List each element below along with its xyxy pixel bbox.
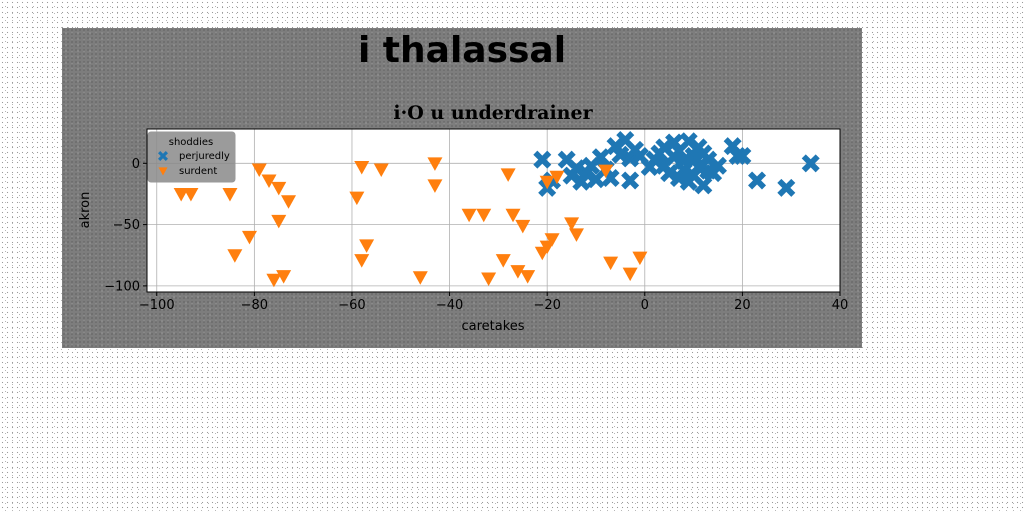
x-marker-point [621,171,640,190]
figure-panel: i thalassal −100 −80 −60 −40 −20 0 20 40 0 −50 −10… [62,28,862,348]
chart-title: i·O u underdrainer [393,102,593,124]
scatter-chart: −100 −80 −60 −40 −20 0 20 40 0 −50 −100 i·O u unde… [78,102,848,334]
x-tick-label: −60 [338,298,365,313]
triangle-marker-point [632,251,648,266]
y-axis-label: akron [78,192,93,229]
triangle-marker-point [354,254,370,268]
triangle-marker-point [359,239,375,253]
triangle-marker-point [505,208,521,223]
y-tick-label: −100 [104,279,140,294]
x-tick-label: −80 [241,298,268,313]
x-marker-point [567,159,586,178]
x-marker-point [591,148,610,167]
triangle-marker-point [622,267,638,282]
triangle-marker-point [510,265,526,279]
plot-area [147,129,840,292]
triangle-marker-point [222,187,238,202]
x-tick-label: 40 [832,298,849,313]
triangle-marker-point [227,249,243,263]
x-tick-label: −100 [139,298,175,313]
legend-label: perjuredly [179,151,230,162]
x-marker-point [660,164,679,183]
triangle-marker-point [427,157,443,171]
legend-entries: perjuredly surdent [158,151,230,177]
triangle-marker-point [564,217,580,231]
triangle-marker-point [183,187,199,202]
triangle-marker-point [266,273,282,288]
data-points [173,131,820,288]
y-tick-label: 0 [132,157,140,172]
legend-box [147,131,236,183]
x-marker-point [728,146,747,165]
x-tick-label: −40 [436,298,463,313]
y-tick-label: −50 [113,218,140,233]
triangle-marker-point [349,191,365,206]
triangle-marker-point [495,254,511,268]
legend-title: shoddies [169,137,214,148]
triangle-marker-point [568,228,584,242]
triangle-marker-point [354,160,370,175]
triangle-marker-point [481,272,497,287]
x-tick-label: 20 [734,298,751,313]
legend: shoddies perjuredly surdent [147,131,236,183]
x-marker-point [533,150,552,169]
legend-marker [158,151,168,161]
triangle-marker-point [271,181,287,196]
triangle-marker-point [603,256,619,271]
x-marker-point [708,156,727,175]
x-axis-label: caretakes [461,319,524,334]
triangle-marker-point [598,164,614,179]
plot-frame [146,128,841,293]
legend-label: surdent [179,166,217,177]
triangle-marker-point [544,233,560,247]
triangle-marker-point [515,219,531,234]
triangle-marker-point [276,270,292,284]
triangle-marker-point [412,271,428,285]
triangle-marker-point [476,208,492,223]
triangle-marker-point [427,179,443,193]
triangle-marker-point [173,187,189,202]
triangle-marker-point [549,170,565,185]
triangle-marker-point [539,175,555,190]
triangle-marker-point [461,208,477,223]
triangle-marker-point [241,230,257,245]
triangle-marker-point [373,163,389,177]
x-marker-point [733,146,752,165]
x-tick-label: 0 [641,298,649,313]
x-marker-point [801,154,820,173]
legend-marker [158,167,168,176]
x-marker-point [777,178,796,197]
triangle-marker-point [500,168,516,182]
triangle-marker-point [281,195,297,209]
triangle-marker-point [520,270,536,284]
triangle-marker-point [261,174,277,188]
triangle-marker-point [251,163,267,177]
x-marker-point [748,171,767,190]
triangle-marker-point [271,214,287,229]
axis-ticks: −100 −80 −60 −40 −20 0 20 40 0 −50 −100 [104,157,848,313]
figure-suptitle: i thalassal [357,30,567,71]
x-tick-label: −20 [533,298,560,313]
